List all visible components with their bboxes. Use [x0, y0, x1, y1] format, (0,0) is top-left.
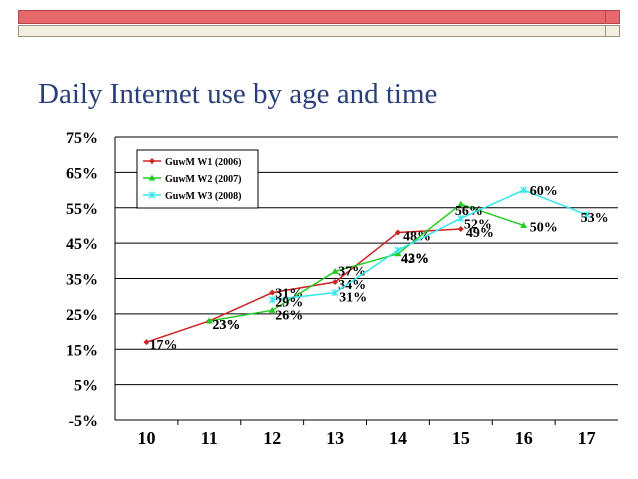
y-tick-label: 25% — [66, 307, 98, 324]
header-accent-bar — [18, 10, 620, 24]
data-point-marker — [520, 221, 528, 228]
data-point-marker — [457, 200, 465, 207]
x-tick-label: 13 — [326, 428, 344, 448]
data-label: 26% — [275, 308, 303, 323]
data-label: 42% — [401, 252, 429, 267]
data-label: 49% — [466, 226, 494, 241]
data-point-marker — [457, 225, 464, 232]
legend-label: GuwM W1 (2006) — [165, 157, 241, 168]
x-tick-label: 10 — [137, 428, 155, 448]
data-label: 52% — [464, 217, 492, 232]
legend-label: GuwM W3 (2008) — [165, 191, 241, 202]
series-line — [272, 189, 587, 301]
data-label: 23% — [212, 318, 240, 333]
legend-label: GuwM W2 (2007) — [165, 174, 241, 185]
data-point-marker — [331, 267, 339, 274]
y-tick-label: 5% — [74, 378, 98, 395]
data-label: 50% — [530, 220, 558, 235]
legend-marker — [148, 191, 156, 199]
legend-marker — [149, 158, 155, 164]
y-tick-label: 35% — [66, 272, 98, 289]
y-tick-label: 15% — [66, 342, 98, 359]
series-line — [146, 228, 461, 343]
header-accent-cell — [605, 11, 619, 23]
data-point-marker — [520, 186, 528, 194]
data-point-marker — [457, 214, 465, 222]
data-label: 31% — [339, 291, 367, 306]
x-tick-label: 17 — [578, 428, 596, 448]
x-tick-label: 11 — [201, 428, 218, 448]
x-tick-label: 14 — [389, 428, 407, 448]
data-label: 23% — [212, 318, 240, 333]
data-label: 29% — [275, 296, 303, 311]
data-label: 17% — [149, 338, 177, 353]
data-point-marker — [394, 246, 402, 254]
data-point-marker — [269, 289, 276, 296]
legend-marker — [148, 174, 156, 181]
data-label: 53% — [581, 211, 609, 226]
x-tick-label: 15 — [452, 428, 470, 448]
y-tick-label: -5% — [69, 413, 98, 430]
y-tick-label: 75% — [66, 130, 98, 147]
data-label: 56% — [455, 204, 483, 219]
data-point-marker — [143, 339, 150, 346]
data-point-marker — [268, 296, 276, 304]
y-tick-label: 65% — [66, 165, 98, 182]
data-point-marker — [331, 289, 339, 297]
data-point-marker — [394, 229, 401, 236]
series-line — [209, 203, 524, 322]
legend-box — [136, 149, 259, 209]
slide-title: Daily Internet use by age and time — [38, 78, 438, 110]
data-point-marker — [583, 211, 590, 219]
y-tick-label: 45% — [66, 236, 98, 253]
data-label: 60% — [530, 184, 558, 199]
data-point-marker — [332, 279, 339, 286]
data-point-marker — [268, 306, 276, 313]
x-tick-label: 16 — [515, 428, 533, 448]
y-tick-label: 55% — [66, 201, 98, 218]
header-sub-cell — [605, 26, 619, 36]
data-label: 43% — [401, 252, 429, 267]
header-sub-bar — [18, 25, 620, 37]
data-point-marker — [205, 317, 213, 324]
data-label: 37% — [338, 264, 366, 279]
data-label: 34% — [338, 278, 366, 293]
x-tick-label: 12 — [263, 428, 281, 448]
